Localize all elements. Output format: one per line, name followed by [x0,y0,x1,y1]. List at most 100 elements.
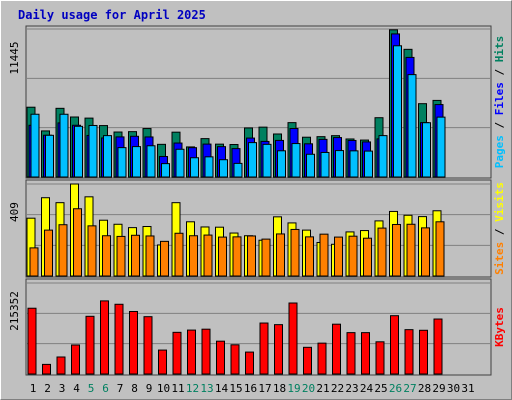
side-label-sites: Sites [493,242,506,275]
day-label-21: 21 [316,382,329,395]
bar-kbytes-day-2 [42,363,51,375]
side-label-pages: Pages [493,135,506,168]
bar-sites-day-28 [421,227,430,277]
day-label-15: 15 [229,382,242,395]
bar-sites-day-9 [145,235,155,277]
side-label-separator: / [493,222,506,242]
bar-kbytes-day-9 [143,316,153,375]
bar-sites-day-16 [247,235,256,277]
max-value-label: 409 [8,202,21,222]
bar-pages-day-18 [277,150,286,178]
side-label: Pages / Files / Hits [493,36,506,169]
bar-sites-day-1 [29,247,39,277]
day-label-19: 19 [287,382,300,395]
bar-sites-day-11 [174,232,184,277]
bar-sites-day-7 [116,235,126,277]
bar-sites-day-29 [435,221,445,277]
day-label-8: 8 [131,382,138,395]
bar-kbytes-day-25 [375,341,385,375]
day-label-18: 18 [273,382,286,395]
bar-pages-day-14 [219,159,228,178]
bar-sites-day-25 [377,227,387,277]
bar-kbytes-day-13 [201,328,211,375]
bar-kbytes-day-21 [317,342,327,375]
side-label-visits: Visits [493,182,506,222]
side-label-hits: Hits [493,36,506,63]
bar-kbytes-day-22 [332,323,341,375]
day-label-28: 28 [418,382,431,395]
chart-panels: 11445 Pages / Files / Hits 409 Sites / Visi… [8,25,506,376]
bar-pages-day-10 [161,163,170,178]
bar-pages-day-8 [132,146,141,178]
day-label-14: 14 [215,382,229,395]
max-value-label: 11445 [8,41,21,74]
day-label-27: 27 [403,382,416,395]
bar-kbytes-day-18 [274,324,283,375]
day-label-26: 26 [389,382,402,395]
day-label-20: 20 [302,382,315,395]
bar-sites-day-26 [392,223,401,277]
bar-sites-day-3 [58,224,68,277]
bar-pages-day-27 [407,74,417,178]
bar-sites-day-4 [73,208,82,277]
bar-pages-day-25 [378,135,388,178]
bar-sites-day-14 [218,236,227,277]
bar-sites-day-18 [276,233,285,277]
day-label-4: 4 [73,382,80,395]
bar-sites-day-27 [406,223,416,277]
bar-kbytes-day-11 [172,331,182,375]
side-label-separator: / [493,62,506,82]
bar-sites-day-21 [319,233,329,277]
bar-pages-day-21 [320,151,330,178]
bar-pages-day-13 [204,156,214,178]
bar-kbytes-day-27 [404,329,414,375]
day-label-5: 5 [88,382,95,395]
day-label-16: 16 [244,382,257,395]
side-label-separator: / [493,115,506,135]
bar-kbytes-day-16 [245,351,254,375]
bar-sites-day-23 [348,235,358,277]
bar-sites-day-15 [232,236,242,277]
bar-pages-day-6 [103,135,112,178]
bar-sites-day-24 [363,237,372,277]
side-legend-visits: Sites / Visits [493,182,506,275]
bar-pages-day-2 [45,134,54,178]
side-label-kbytes: KBytes [493,307,506,347]
day-label-7: 7 [117,382,124,395]
day-label-31: 31 [461,382,474,395]
bar-kbytes-day-19 [288,302,298,375]
side-legend-kbytes: KBytes [493,307,506,347]
bar-pages-day-17 [262,143,272,178]
bar-kbytes-day-15 [230,344,240,375]
day-label-11: 11 [171,382,184,395]
bar-kbytes-day-17 [259,322,269,375]
bar-kbytes-day-3 [56,356,66,375]
day-label-3: 3 [59,382,66,395]
bar-pages-day-29 [436,116,446,178]
bar-pages-day-20 [306,153,315,178]
bar-kbytes-day-7 [114,303,124,375]
side-legend-hits: Pages / Files / Hits [493,36,506,169]
bar-pages-day-26 [393,45,402,178]
bar-pages-day-11 [175,148,185,178]
panel-hits: 11445 Pages / Files / Hits [8,25,506,179]
bar-sites-day-5 [87,225,97,277]
bar-pages-day-19 [291,143,301,178]
max-value-label: 215352 [8,291,21,331]
bar-pages-day-7 [117,147,127,178]
bar-sites-day-17 [261,238,271,277]
bar-pages-day-9 [146,145,156,178]
day-label-12: 12 [186,382,199,395]
day-label-25: 25 [374,382,387,395]
side-label: Sites / Visits [493,182,506,275]
bar-sites-day-13 [203,234,213,277]
day-label-9: 9 [146,382,153,395]
day-label-13: 13 [200,382,213,395]
bar-kbytes-day-20 [303,346,312,375]
day-label-29: 29 [432,382,445,395]
side-label: KBytes [493,307,506,347]
bar-kbytes-day-23 [346,332,356,375]
bar-pages-day-16 [248,142,257,178]
day-label-1: 1 [30,382,37,395]
